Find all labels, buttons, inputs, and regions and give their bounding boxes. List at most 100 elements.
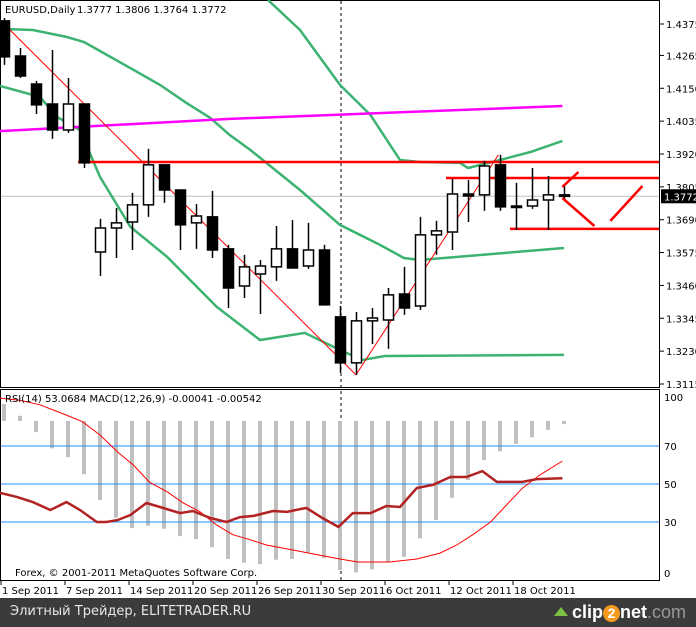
candle [302, 222, 315, 269]
price-tick-label: 1.4035 [666, 117, 696, 128]
price-tick-label: 1.3575 [666, 249, 696, 260]
candle [46, 50, 59, 139]
macd-histogram-bar [258, 421, 262, 565]
candle [142, 148, 155, 217]
macd-histogram-bar [306, 421, 310, 553]
date-tick-label: 30 Sep 2011 [322, 586, 385, 597]
current-price-badge [661, 189, 696, 204]
moving-average-line [0, 104, 563, 133]
candle [270, 226, 283, 281]
price-tick-label: 1.3230 [666, 347, 696, 358]
candle-body [462, 193, 475, 197]
candle [94, 218, 107, 276]
candle [446, 178, 459, 250]
candle-body [350, 320, 363, 364]
candle [286, 220, 299, 269]
candle [238, 254, 251, 298]
macd-histogram-bar [162, 421, 166, 529]
candle [190, 204, 203, 249]
candle [430, 220, 443, 255]
candle-body [382, 294, 395, 321]
macd-histogram-bar [274, 421, 278, 560]
macd-histogram-bar [354, 421, 358, 573]
macd-histogram-bar [418, 421, 422, 539]
candle [494, 154, 507, 211]
date-tick-label: 14 Sep 2011 [130, 586, 193, 597]
candle-body [270, 248, 283, 268]
ohlc-readout: 1.3777 1.3806 1.3764 1.3772 [77, 5, 227, 16]
candle [526, 168, 539, 209]
macd-histogram-bar [194, 421, 198, 540]
date-tick-label: 12 Oct 2011 [450, 586, 512, 597]
candle-body [558, 194, 571, 198]
candle-body [62, 103, 75, 131]
macd-histogram-bar [114, 421, 118, 518]
price-tick-label: 1.3920 [666, 150, 696, 161]
candle-body [446, 193, 459, 233]
price-tick-label: 1.4375 [666, 20, 696, 31]
price-tick-label: 1.3115 [666, 380, 696, 391]
candle-body [254, 265, 267, 275]
candle-body [286, 248, 299, 269]
candle [558, 186, 571, 199]
drawn-arrow-line [561, 171, 580, 188]
bollinger-middle-line [0, 27, 565, 262]
indicator-tick-label: 0 [664, 569, 670, 580]
macd-histogram-bar [450, 421, 454, 498]
rsi-line [0, 469, 563, 529]
price-tick-label: 1.3460 [666, 281, 696, 292]
candle [110, 208, 123, 258]
date-tick-label: 26 Sep 2011 [258, 586, 321, 597]
candle-body [334, 316, 347, 364]
macd-histogram-bar [338, 421, 342, 571]
candle-body [414, 234, 427, 307]
candle [510, 182, 523, 230]
candle [542, 176, 555, 230]
indicator-tick-label: 50 [664, 480, 677, 491]
candle [318, 244, 331, 306]
macd-histogram-bar [514, 421, 518, 444]
candle [158, 164, 171, 203]
macd-histogram-bar [130, 421, 134, 529]
indicator-tick-label: 30 [664, 518, 677, 529]
candle-body [318, 249, 331, 306]
candle-body [542, 194, 555, 201]
macd-histogram-bar [178, 421, 182, 537]
candle-body [526, 199, 539, 207]
macd-histogram-bar [402, 421, 406, 557]
candle-body [110, 222, 123, 229]
price-tick-label: 1.4265 [666, 51, 696, 62]
candle-body [158, 164, 171, 191]
macd-histogram-bar [146, 421, 150, 526]
axes: 1.4375 1.4265 1.4150 1.4035 1.3920 1.3805 1.36… [0, 20, 696, 597]
candle [366, 308, 379, 344]
macd-histogram-bar [2, 404, 6, 421]
candle-body [142, 164, 155, 206]
candle-body [78, 103, 91, 164]
price-tick-label: 1.3345 [666, 314, 696, 325]
price-chart[interactable]: 1.4375 1.4265 1.4150 1.4035 1.3920 1.3805 1.36… [0, 0, 696, 598]
candle-body [190, 215, 203, 224]
candle [0, 18, 11, 65]
candle-body [238, 266, 251, 287]
indicator-panel [0, 397, 659, 573]
copyright-text: Forex, © 2001-2011 MetaQuotes Software C… [15, 568, 257, 579]
candle-body [206, 216, 219, 251]
clip2net-logo: clip 2 net.com [553, 602, 686, 623]
macd-histogram-bar [466, 421, 470, 481]
macd-histogram-bar [498, 421, 502, 452]
date-tick-label: 7 Sep 2011 [66, 586, 123, 597]
macd-histogram-bar [562, 421, 566, 425]
macd-histogram-bar [290, 421, 294, 560]
main-panel [0, 0, 659, 580]
candle-body [478, 165, 491, 196]
candle [222, 244, 235, 308]
price-tick-label: 1.3805 [666, 183, 696, 194]
candle-body [94, 227, 107, 253]
candle-body [174, 189, 187, 226]
price-tick-label: 1.4150 [666, 84, 696, 95]
candle-body [398, 293, 411, 309]
drawn-arrow-line [561, 197, 596, 227]
candle [382, 288, 395, 349]
price-tick-label: 1.3690 [666, 216, 696, 227]
